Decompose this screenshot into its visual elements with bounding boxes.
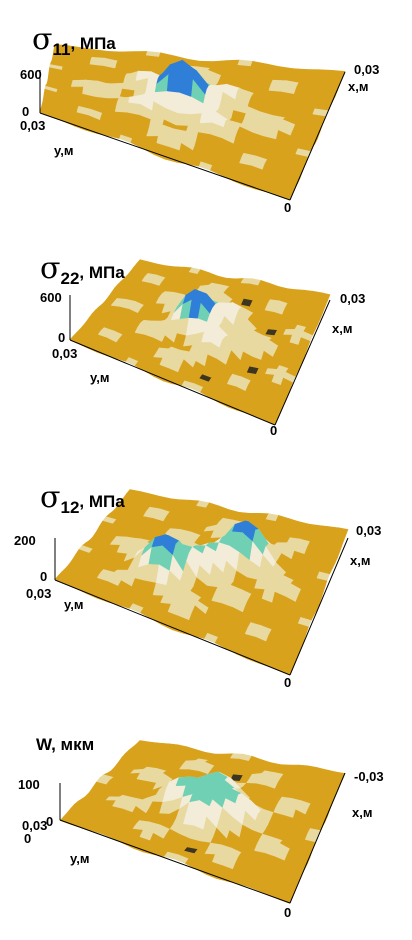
z-min-tick: 0: [58, 330, 66, 345]
z-max-tick: 100: [18, 777, 40, 792]
panel-title: W, мкм: [36, 735, 94, 755]
panel-title: σ12, МПа: [40, 480, 125, 517]
surface-plot-w: [59, 740, 346, 904]
plot-panel-sigma11: σ11, МПа 600 0 0,03 y,м 0,03 x,м 0: [0, 0, 412, 235]
surface-facet: [135, 125, 150, 134]
y-axis-tick: 0,03: [52, 346, 78, 361]
x-axis-label: x,м: [348, 79, 369, 94]
panel-title: σ11, МПа: [32, 22, 116, 59]
y-axis-label: y,м: [90, 370, 110, 385]
axes-sigma11: [39, 70, 346, 201]
symbol-subscript: 12: [60, 498, 80, 517]
x-axis-label: x,м: [332, 321, 353, 336]
origin-tick: 0: [270, 423, 278, 438]
surface-plot-sigma22: [69, 259, 331, 426]
stress-symbol: σ: [40, 251, 61, 286]
surface-facet: [302, 69, 320, 76]
y-axis-tick-zero: 0: [24, 831, 32, 846]
surface-sigma22: [69, 259, 331, 426]
surface-facet: [224, 59, 240, 66]
surface-facet: [119, 51, 135, 56]
surface-plot-sigma12: [54, 489, 349, 676]
surface-facet: [276, 100, 293, 111]
surface-facet: [132, 51, 148, 57]
z-max-tick: 600: [40, 290, 62, 305]
surface-w: [59, 740, 346, 904]
panel-title: σ22, МПа: [40, 251, 125, 288]
surface-facet: [270, 79, 287, 86]
surface-facet: [246, 73, 263, 83]
origin-tick: 0: [284, 905, 292, 920]
symbol-subscript: 22: [60, 269, 80, 288]
y-axis-tick: 0,03: [26, 586, 52, 601]
z-min-tick: 0: [46, 814, 54, 829]
surface-sigma12: [54, 489, 349, 675]
y-axis-label: y,м: [64, 597, 84, 612]
z-min-tick: 0: [22, 104, 30, 119]
z-min-tick: 0: [40, 569, 48, 584]
surface-facet: [100, 72, 115, 81]
unit-label: , МПа: [70, 34, 116, 53]
origin-tick: 0: [284, 200, 292, 215]
symbol-subscript: 11: [52, 40, 71, 59]
surface-facet: [199, 113, 215, 124]
quantity-symbol: W: [36, 735, 52, 754]
x-axis-label: x,м: [352, 805, 373, 820]
x-axis-tick: 0,03: [356, 523, 382, 538]
plot-panel-sigma22: σ22, МПа 600 0 0,03 y,м 0,03 x,м 0: [0, 235, 412, 470]
y-axis-label: y,м: [70, 851, 90, 866]
surface-facet: [175, 113, 191, 127]
x-axis-label: x,м: [350, 553, 371, 568]
axes-sigma22: [69, 295, 331, 426]
x-axis-tick: 0,03: [340, 291, 366, 306]
origin-tick: 0: [284, 675, 292, 690]
stress-symbol: σ: [40, 480, 61, 515]
unit-label: , МПа: [79, 492, 125, 511]
unit-label: , мкм: [51, 735, 95, 754]
y-axis-tick: 0,03: [20, 118, 46, 133]
unit-label: , МПа: [79, 263, 125, 282]
y-axis-label: y,м: [54, 143, 74, 158]
surface-plot-sigma11: [39, 44, 346, 201]
z-max-tick: 200: [14, 533, 36, 548]
plot-panel-w: W, мкм 100 0 0,03 0 y,м -0,03 x,м 0: [0, 705, 412, 940]
surface-sigma11: [39, 44, 346, 200]
axes-w: [59, 772, 346, 904]
surface-facet: [166, 71, 182, 94]
x-axis-tick: -0,03: [354, 769, 384, 784]
surface-facet: [279, 893, 293, 904]
x-axis-tick: 0,03: [354, 62, 380, 77]
surface-facet: [92, 104, 106, 110]
y-axis-tick: 0,03: [22, 818, 48, 833]
z-max-tick: 600: [20, 67, 42, 82]
stress-symbol: σ: [32, 22, 53, 57]
plot-panel-sigma12: σ12, МПа 200 0 0,03 y,м 0,03 x,м 0: [0, 470, 412, 705]
axes-sigma12: [54, 537, 349, 676]
surface-facet: [93, 96, 108, 105]
